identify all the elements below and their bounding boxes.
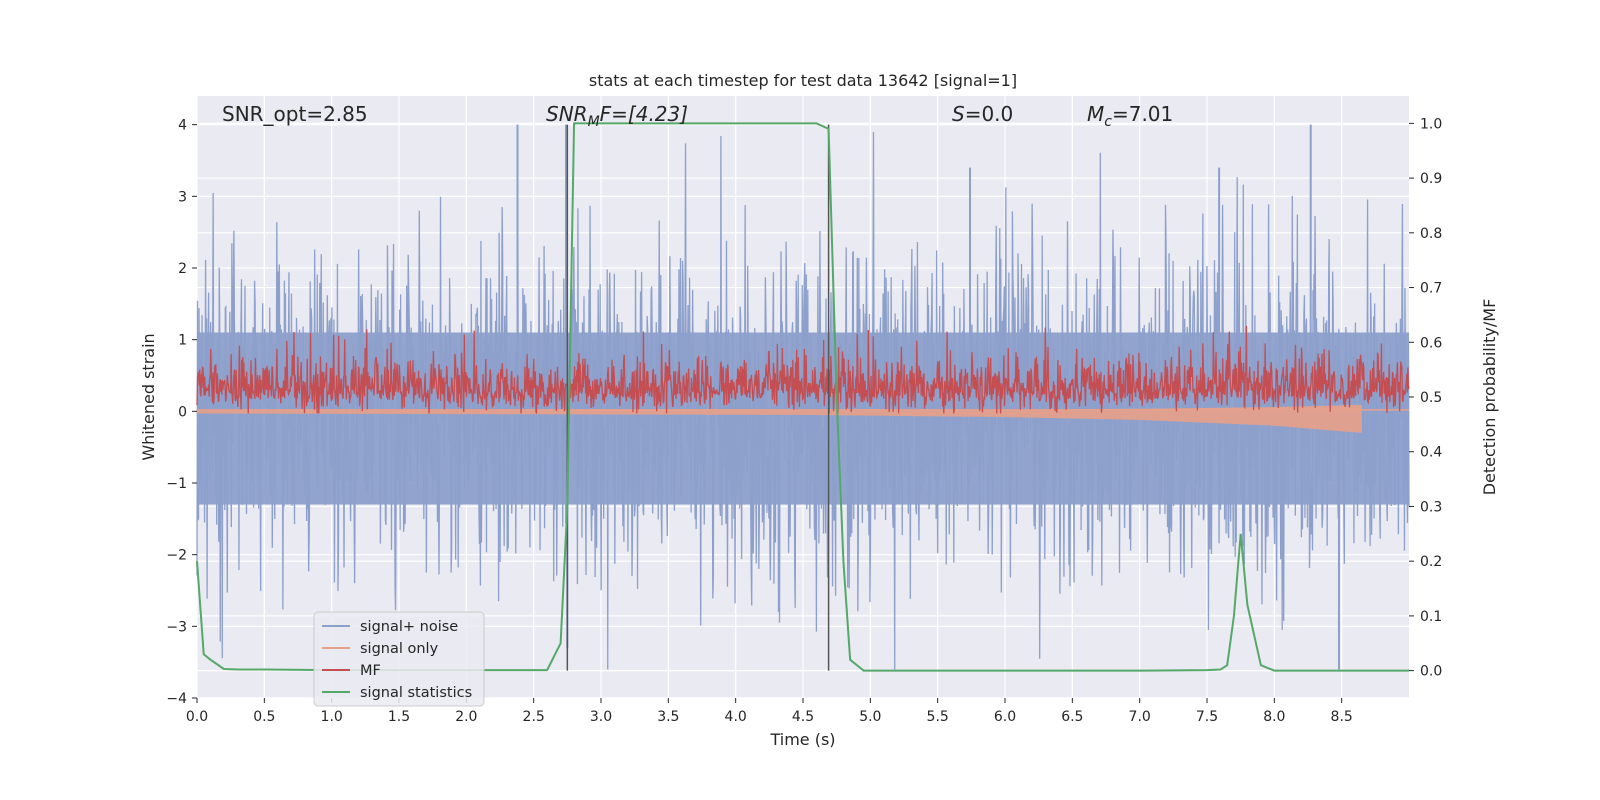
x-tick-label: 1.5 xyxy=(388,709,410,725)
y-axis-right: 0.0 0.1 0.2 0.3 0.4 0.5 0.6 0.7 0.8 0.9 1.0 xyxy=(1409,116,1442,680)
x-tick-label: 3.5 xyxy=(657,709,679,725)
x-tick-label: 8.0 xyxy=(1263,709,1285,725)
signal-envelope xyxy=(197,404,1362,433)
series-mf xyxy=(196,326,1410,414)
annotation-snr-mf-rest: F=[4.23] xyxy=(600,102,688,126)
x-tick-label: 5.5 xyxy=(927,709,949,725)
y-right-tick-label: 1.0 xyxy=(1420,116,1442,132)
annotation-snr-opt: SNR_opt=2.85 xyxy=(222,102,368,126)
annotation-s: S=0.0 xyxy=(952,102,1013,126)
x-tick-label: 2.5 xyxy=(523,709,545,725)
legend-label: MF xyxy=(360,663,381,679)
x-tick-label: 7.5 xyxy=(1196,709,1218,725)
noise-trace xyxy=(196,131,1410,670)
y-right-tick-label: 0.5 xyxy=(1420,390,1442,406)
y-left-tick-label: −4 xyxy=(166,691,187,707)
y-left-tick-label: −2 xyxy=(166,548,187,564)
annotation-mc-sub: c xyxy=(1104,114,1112,130)
legend-label: signal statistics xyxy=(360,685,472,701)
x-tick-label: 4.0 xyxy=(725,709,747,725)
y-left-tick-label: −1 xyxy=(166,476,187,492)
annotation-mc: Mc=7.01 xyxy=(1087,102,1173,130)
y-right-tick-label: 0.9 xyxy=(1420,171,1442,187)
y-axis-left: −4 −3 −2 −1 0 1 2 3 4 xyxy=(166,118,197,707)
y-left-tick-label: −3 xyxy=(166,619,187,635)
annotation-snr-mf-sub: M xyxy=(588,114,600,130)
y-axis-right-label: Detection probability/MF xyxy=(1480,299,1499,496)
legend: signal+ noise signal only MF signal statist… xyxy=(313,611,485,707)
series-signal-only xyxy=(197,404,1409,433)
x-tick-label: 0.0 xyxy=(186,709,208,725)
x-tick-label: 1.0 xyxy=(321,709,343,725)
annotation-snr-mf-base: SNR xyxy=(546,102,588,126)
legend-label: signal+ noise xyxy=(360,619,458,635)
y-axis-left-label: Whitened strain xyxy=(139,333,158,460)
legend-box xyxy=(313,611,485,707)
annotation-snr-mf: SNRMF=[4.23] xyxy=(546,102,688,130)
annotation-mc-base: M xyxy=(1087,102,1104,126)
series-signal-statistics xyxy=(196,122,1409,672)
y-right-tick-label: 0.3 xyxy=(1420,499,1442,515)
x-tick-label: 6.5 xyxy=(1061,709,1083,725)
x-tick-label: 8.5 xyxy=(1331,709,1353,725)
annotation-mc-value: =7.01 xyxy=(1112,102,1173,126)
y-left-tick-label: 3 xyxy=(178,189,187,205)
x-tick-label: 3.0 xyxy=(590,709,612,725)
x-tick-label: 6.0 xyxy=(994,709,1016,725)
chart-title: stats at each timestep for test data 136… xyxy=(589,71,1017,90)
mf-trace xyxy=(196,326,1410,414)
y-left-tick-label: 1 xyxy=(178,333,187,349)
y-right-tick-label: 0.7 xyxy=(1420,281,1442,297)
y-right-tick-label: 0.8 xyxy=(1420,226,1442,242)
x-tick-label: 5.0 xyxy=(859,709,881,725)
y-left-tick-label: 2 xyxy=(178,261,187,277)
annotation-s-value: =0.0 xyxy=(965,102,1014,126)
x-tick-label: 7.0 xyxy=(1129,709,1151,725)
x-axis: 0.0 0.5 1.0 1.5 2.0 2.5 3.0 3.5 4.0 4.5 5.0 5.5 6.0 6… xyxy=(186,698,1353,725)
x-axis-label: Time (s) xyxy=(769,730,835,749)
vertical-markers xyxy=(566,124,830,671)
y-right-tick-label: 0.4 xyxy=(1420,445,1442,461)
y-right-tick-label: 0.0 xyxy=(1420,664,1442,680)
y-right-tick-label: 0.6 xyxy=(1420,335,1442,351)
x-tick-label: 4.5 xyxy=(792,709,814,725)
signal-statistics-line xyxy=(196,122,1409,672)
annotation-s-base: S xyxy=(952,102,965,126)
y-right-tick-label: 0.1 xyxy=(1420,609,1442,625)
y-right-tick-label: 0.2 xyxy=(1420,554,1442,570)
y-left-tick-label: 0 xyxy=(178,404,187,420)
x-tick-label: 2.0 xyxy=(455,709,477,725)
y-left-tick-label: 4 xyxy=(178,118,187,134)
x-tick-label: 0.5 xyxy=(253,709,275,725)
legend-label: signal only xyxy=(360,641,439,657)
